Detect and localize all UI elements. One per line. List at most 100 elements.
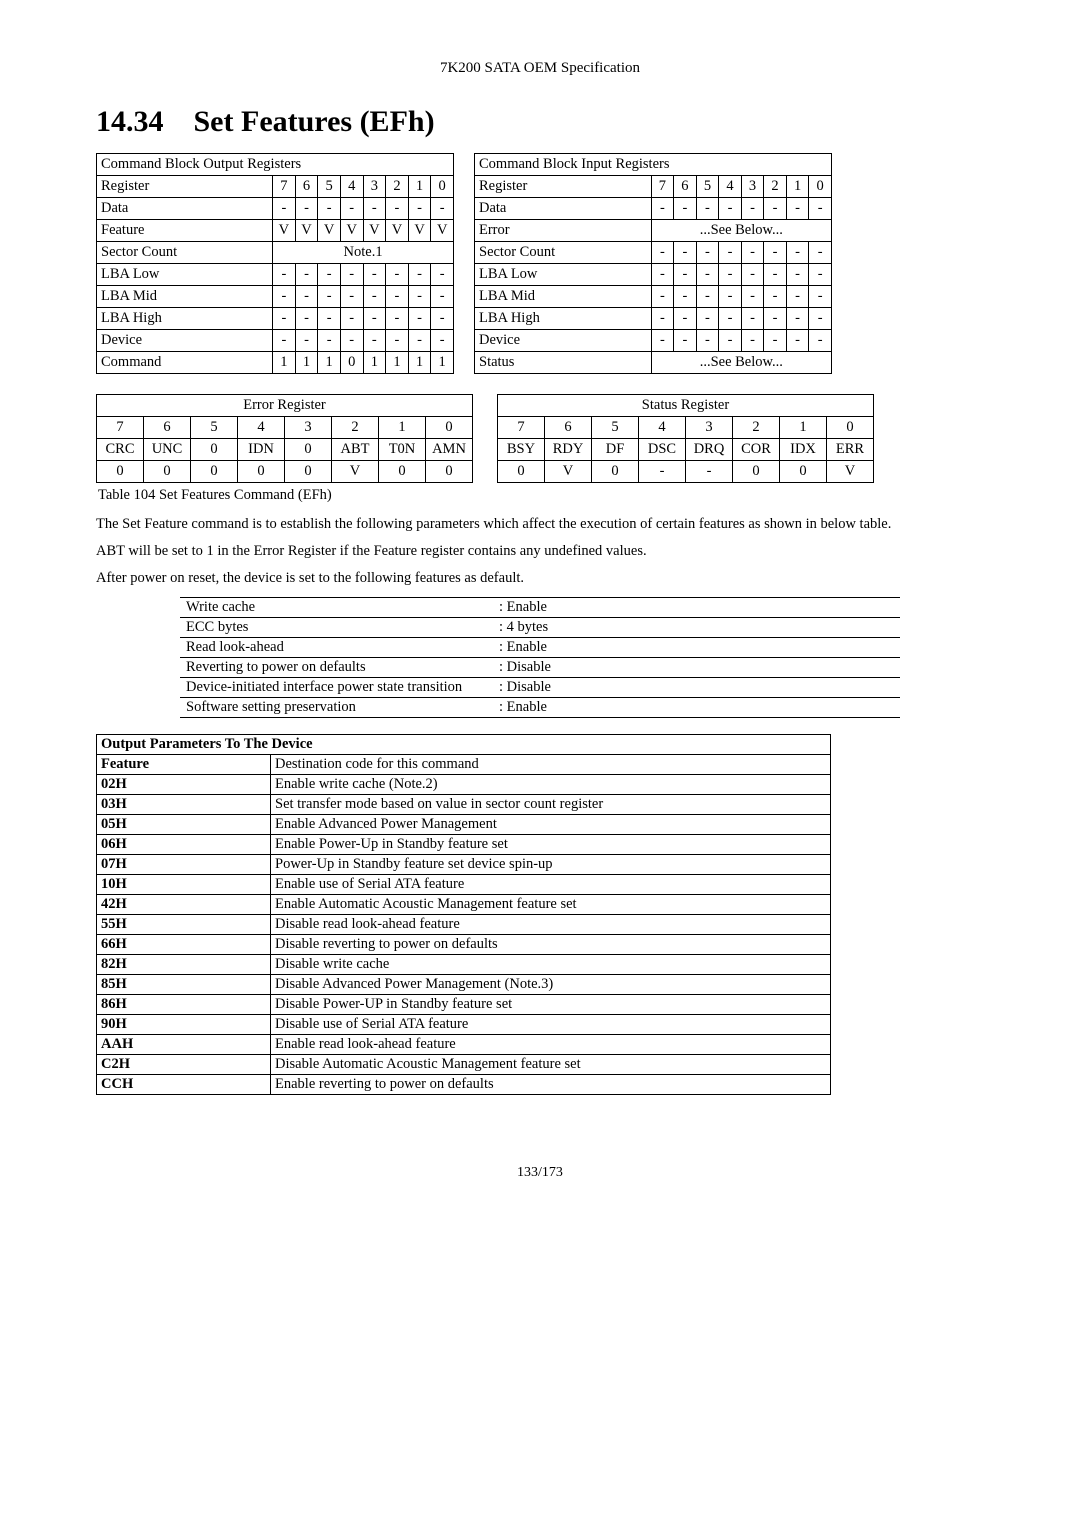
register-bit-cell: 5 bbox=[696, 176, 719, 198]
register-bit-cell: - bbox=[318, 264, 341, 286]
register-bit-cell: - bbox=[674, 286, 697, 308]
page-number: 133/173 bbox=[96, 1165, 984, 1181]
register-bit-cell: 2 bbox=[764, 176, 787, 198]
es-val: 0 bbox=[592, 461, 639, 483]
register-bit-cell: - bbox=[719, 198, 742, 220]
output-param-desc: Set transfer mode based on value in sect… bbox=[271, 795, 831, 815]
es-val: 0 bbox=[191, 461, 238, 483]
default-feature-value: : Enable bbox=[493, 638, 900, 658]
register-bit-cell: 0 bbox=[431, 176, 454, 198]
register-bit-cell: - bbox=[408, 330, 431, 352]
output-param-code: C2H bbox=[97, 1055, 271, 1075]
register-bit-cell: - bbox=[408, 286, 431, 308]
output-param-code: 82H bbox=[97, 955, 271, 975]
error-status-pair: Error Register76543210CRCUNC0IDN0ABTT0NA… bbox=[96, 394, 984, 483]
register-bit-cell: - bbox=[408, 198, 431, 220]
register-row-span: Note.1 bbox=[273, 242, 454, 264]
register-bit-cell: 1 bbox=[408, 352, 431, 374]
register-bit-cell: V bbox=[273, 220, 296, 242]
register-bit-cell: 7 bbox=[273, 176, 296, 198]
register-bit-cell: 1 bbox=[408, 176, 431, 198]
register-bit-cell: - bbox=[719, 330, 742, 352]
register-row-span: ...See Below... bbox=[651, 352, 831, 374]
output-param-code: 86H bbox=[97, 995, 271, 1015]
output-param-desc: Disable read look-ahead feature bbox=[271, 915, 831, 935]
es-bit: 7 bbox=[97, 417, 144, 439]
register-bit-cell: 1 bbox=[431, 352, 454, 374]
output-param-desc: Enable use of Serial ATA feature bbox=[271, 875, 831, 895]
error-register-table: Error Register76543210CRCUNC0IDN0ABTT0NA… bbox=[96, 394, 473, 483]
register-bit-cell: - bbox=[273, 308, 296, 330]
register-bit-cell: - bbox=[273, 264, 296, 286]
output-param-code: 10H bbox=[97, 875, 271, 895]
defaults-table: Write cache: EnableECC bytes: 4 bytesRea… bbox=[180, 597, 900, 718]
default-feature-name: ECC bytes bbox=[180, 618, 493, 638]
register-bit-cell: - bbox=[764, 264, 787, 286]
output-param-desc: Power-Up in Standby feature set device s… bbox=[271, 855, 831, 875]
es-val: 0 bbox=[97, 461, 144, 483]
es-name: AMN bbox=[426, 439, 473, 461]
es-bit: 1 bbox=[379, 417, 426, 439]
register-bit-cell: - bbox=[809, 330, 832, 352]
register-bit-cell: - bbox=[295, 330, 318, 352]
register-bit-cell: - bbox=[696, 286, 719, 308]
register-row-label: Register bbox=[97, 176, 273, 198]
es-bit: 3 bbox=[285, 417, 332, 439]
register-row-label: LBA High bbox=[97, 308, 273, 330]
output-param-desc: Disable Automatic Acoustic Management fe… bbox=[271, 1055, 831, 1075]
es-name: ABT bbox=[332, 439, 379, 461]
default-feature-name: Reverting to power on defaults bbox=[180, 658, 493, 678]
es-bit: 4 bbox=[639, 417, 686, 439]
default-feature-name: Write cache bbox=[180, 598, 493, 618]
output-param-code: 90H bbox=[97, 1015, 271, 1035]
register-bit-cell: V bbox=[431, 220, 454, 242]
output-param-code: Feature bbox=[97, 755, 271, 775]
es-name: IDX bbox=[780, 439, 827, 461]
register-bit-cell: - bbox=[674, 330, 697, 352]
register-bit-cell: - bbox=[273, 286, 296, 308]
es-val: 0 bbox=[426, 461, 473, 483]
register-bit-cell: - bbox=[408, 308, 431, 330]
input-registers-table: Command Block Input RegistersRegister765… bbox=[474, 153, 832, 374]
register-bit-cell: - bbox=[340, 286, 363, 308]
es-val: 0 bbox=[780, 461, 827, 483]
register-bit-cell: - bbox=[431, 198, 454, 220]
es-bit: 4 bbox=[238, 417, 285, 439]
es-val: V bbox=[545, 461, 592, 483]
register-bit-cell: - bbox=[764, 242, 787, 264]
register-row-label: Status bbox=[475, 352, 652, 374]
es-name: DRQ bbox=[686, 439, 733, 461]
register-bit-cell: - bbox=[318, 198, 341, 220]
register-block-title: Command Block Input Registers bbox=[475, 154, 832, 176]
register-bit-cell: - bbox=[741, 198, 764, 220]
es-bit: 1 bbox=[780, 417, 827, 439]
register-bit-cell: - bbox=[696, 308, 719, 330]
register-bit-cell: - bbox=[340, 198, 363, 220]
register-bit-cell: - bbox=[719, 286, 742, 308]
output-registers-table: Command Block Output RegistersRegister76… bbox=[96, 153, 454, 374]
output-param-desc: Enable Advanced Power Management bbox=[271, 815, 831, 835]
register-bit-cell: 1 bbox=[318, 352, 341, 374]
register-row-label: Sector Count bbox=[475, 242, 652, 264]
register-bit-cell: - bbox=[674, 264, 697, 286]
register-bit-cell: - bbox=[741, 264, 764, 286]
register-bit-cell: - bbox=[295, 264, 318, 286]
register-bit-cell: - bbox=[696, 330, 719, 352]
register-block-pair: Command Block Output RegistersRegister76… bbox=[96, 153, 984, 374]
es-val: 0 bbox=[379, 461, 426, 483]
register-bit-cell: 4 bbox=[719, 176, 742, 198]
register-block-title: Command Block Output Registers bbox=[97, 154, 454, 176]
output-param-code: 66H bbox=[97, 935, 271, 955]
register-bit-cell: V bbox=[318, 220, 341, 242]
output-param-code: 06H bbox=[97, 835, 271, 855]
es-bit: 2 bbox=[332, 417, 379, 439]
register-row-label: Data bbox=[475, 198, 652, 220]
es-val: - bbox=[639, 461, 686, 483]
register-bit-cell: 0 bbox=[809, 176, 832, 198]
register-bit-cell: - bbox=[431, 308, 454, 330]
es-val: 0 bbox=[238, 461, 285, 483]
register-row-label: Device bbox=[475, 330, 652, 352]
section-title: 14.34 Set Features (EFh) bbox=[96, 105, 984, 139]
register-row-label: Device bbox=[97, 330, 273, 352]
paragraph-1: The Set Feature command is to establish … bbox=[96, 516, 984, 533]
